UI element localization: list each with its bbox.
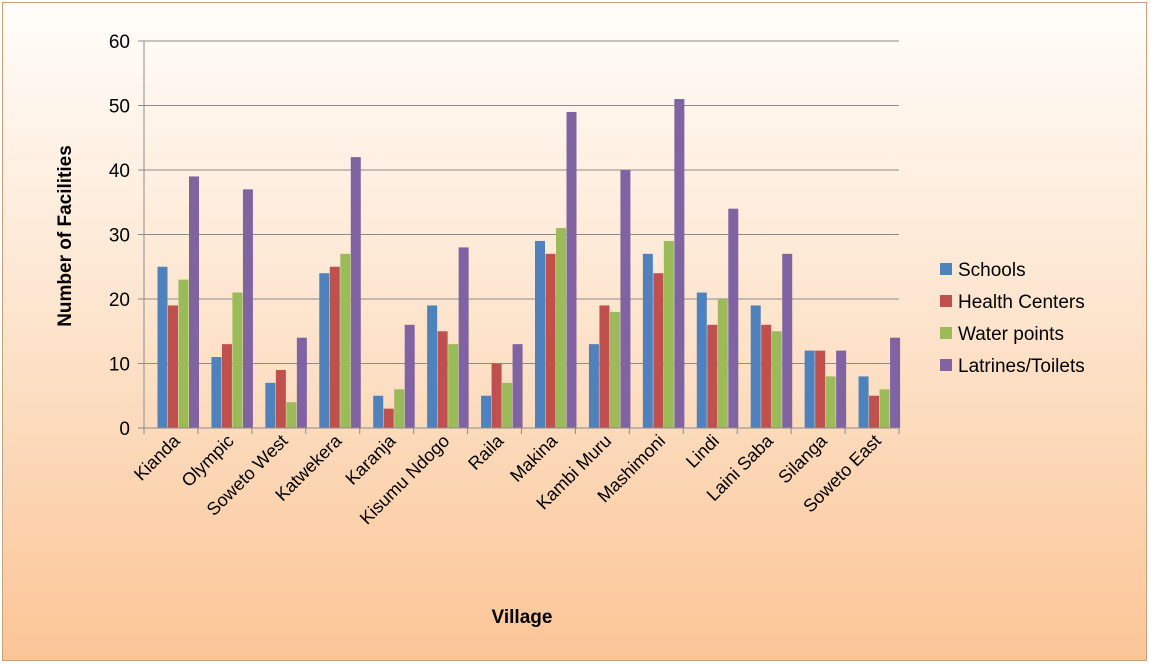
bar-health-centers <box>221 344 232 428</box>
bar-health-centers <box>437 331 448 428</box>
bars <box>157 99 901 429</box>
bar-latrines-toilets <box>512 344 523 428</box>
bar-latrines-toilets <box>458 247 469 428</box>
y-axis-ticks: 0 10 20 30 40 50 60 <box>109 32 144 440</box>
bar-latrines-toilets <box>189 176 199 428</box>
legend-swatch <box>940 327 952 339</box>
bar-latrines-toilets <box>674 99 685 429</box>
bar-schools <box>211 357 222 428</box>
bar-water-points <box>394 389 405 428</box>
bar-health-centers <box>275 369 286 428</box>
legend-swatch <box>940 359 952 371</box>
bar-water-points <box>609 311 620 428</box>
bar-health-centers <box>329 266 340 428</box>
bar-health-centers <box>168 305 178 428</box>
bar-schools <box>750 305 761 428</box>
bar-health-centers <box>599 305 610 428</box>
y-axis-title: Number of Facilities <box>55 145 76 327</box>
bar-health-centers <box>707 324 718 428</box>
bar-water-points <box>502 382 513 428</box>
y-tick-label: 30 <box>109 226 130 247</box>
x-axis-title: Village <box>492 607 553 628</box>
bar-schools <box>696 292 707 428</box>
y-tick-label: 0 <box>119 419 130 440</box>
bar-health-centers <box>761 324 772 428</box>
bar-water-points <box>825 376 836 428</box>
bar-water-points <box>286 402 297 428</box>
bar-latrines-toilets <box>404 324 415 428</box>
legend-label: Latrines/Toilets <box>958 356 1085 377</box>
bar-schools <box>157 266 168 428</box>
bar-latrines-toilets <box>782 253 793 428</box>
bar-health-centers <box>491 363 502 428</box>
bar-water-points <box>556 228 566 428</box>
bar-schools <box>535 240 545 428</box>
bar-latrines-toilets <box>728 208 739 428</box>
y-tick-label: 40 <box>109 161 130 182</box>
bar-water-points <box>232 292 243 428</box>
bar-water-points <box>879 389 890 428</box>
x-tick-label: Kianda <box>130 430 184 484</box>
bar-water-points <box>178 279 189 428</box>
bar-water-points <box>340 253 351 428</box>
bar-latrines-toilets <box>566 111 577 428</box>
axes <box>143 41 900 434</box>
bar-schools <box>265 382 276 428</box>
bar-health-centers <box>869 395 880 428</box>
bar-health-centers <box>545 253 556 428</box>
legend-label: Water points <box>958 324 1064 345</box>
y-tick-label: 50 <box>109 97 130 118</box>
bar-latrines-toilets <box>296 337 307 428</box>
legend-swatch <box>940 263 952 275</box>
bar-water-points <box>717 299 728 428</box>
bar-latrines-toilets <box>350 157 361 428</box>
bar-schools <box>642 253 653 428</box>
legend-label: Health Centers <box>958 292 1085 313</box>
y-tick-label: 10 <box>109 355 130 376</box>
y-tick-label: 60 <box>109 32 130 53</box>
legend-label: Schools <box>958 260 1026 281</box>
bar-schools <box>427 305 438 428</box>
y-tick-label: 20 <box>109 290 130 311</box>
bar-schools <box>858 376 869 428</box>
bar-schools <box>588 344 599 428</box>
bar-latrines-toilets <box>890 337 901 428</box>
legend-swatch <box>940 295 952 307</box>
bar-schools <box>319 273 330 428</box>
bar-schools <box>373 395 384 428</box>
bar-water-points <box>448 344 459 428</box>
bar-latrines-toilets <box>836 350 847 428</box>
bar-health-centers <box>653 273 664 428</box>
x-tick-label: Raila <box>464 430 508 474</box>
bar-schools <box>481 395 492 428</box>
bar-water-points <box>663 240 674 428</box>
bar-schools <box>804 350 815 428</box>
bar-health-centers <box>815 350 826 428</box>
bar-latrines-toilets <box>242 189 253 428</box>
x-tick-label: Lindi <box>682 431 723 472</box>
bar-health-centers <box>383 408 394 428</box>
bar-water-points <box>771 331 782 428</box>
bar-latrines-toilets <box>620 170 631 428</box>
legend: Schools Health Centers Water points Latrine… <box>940 260 1085 377</box>
